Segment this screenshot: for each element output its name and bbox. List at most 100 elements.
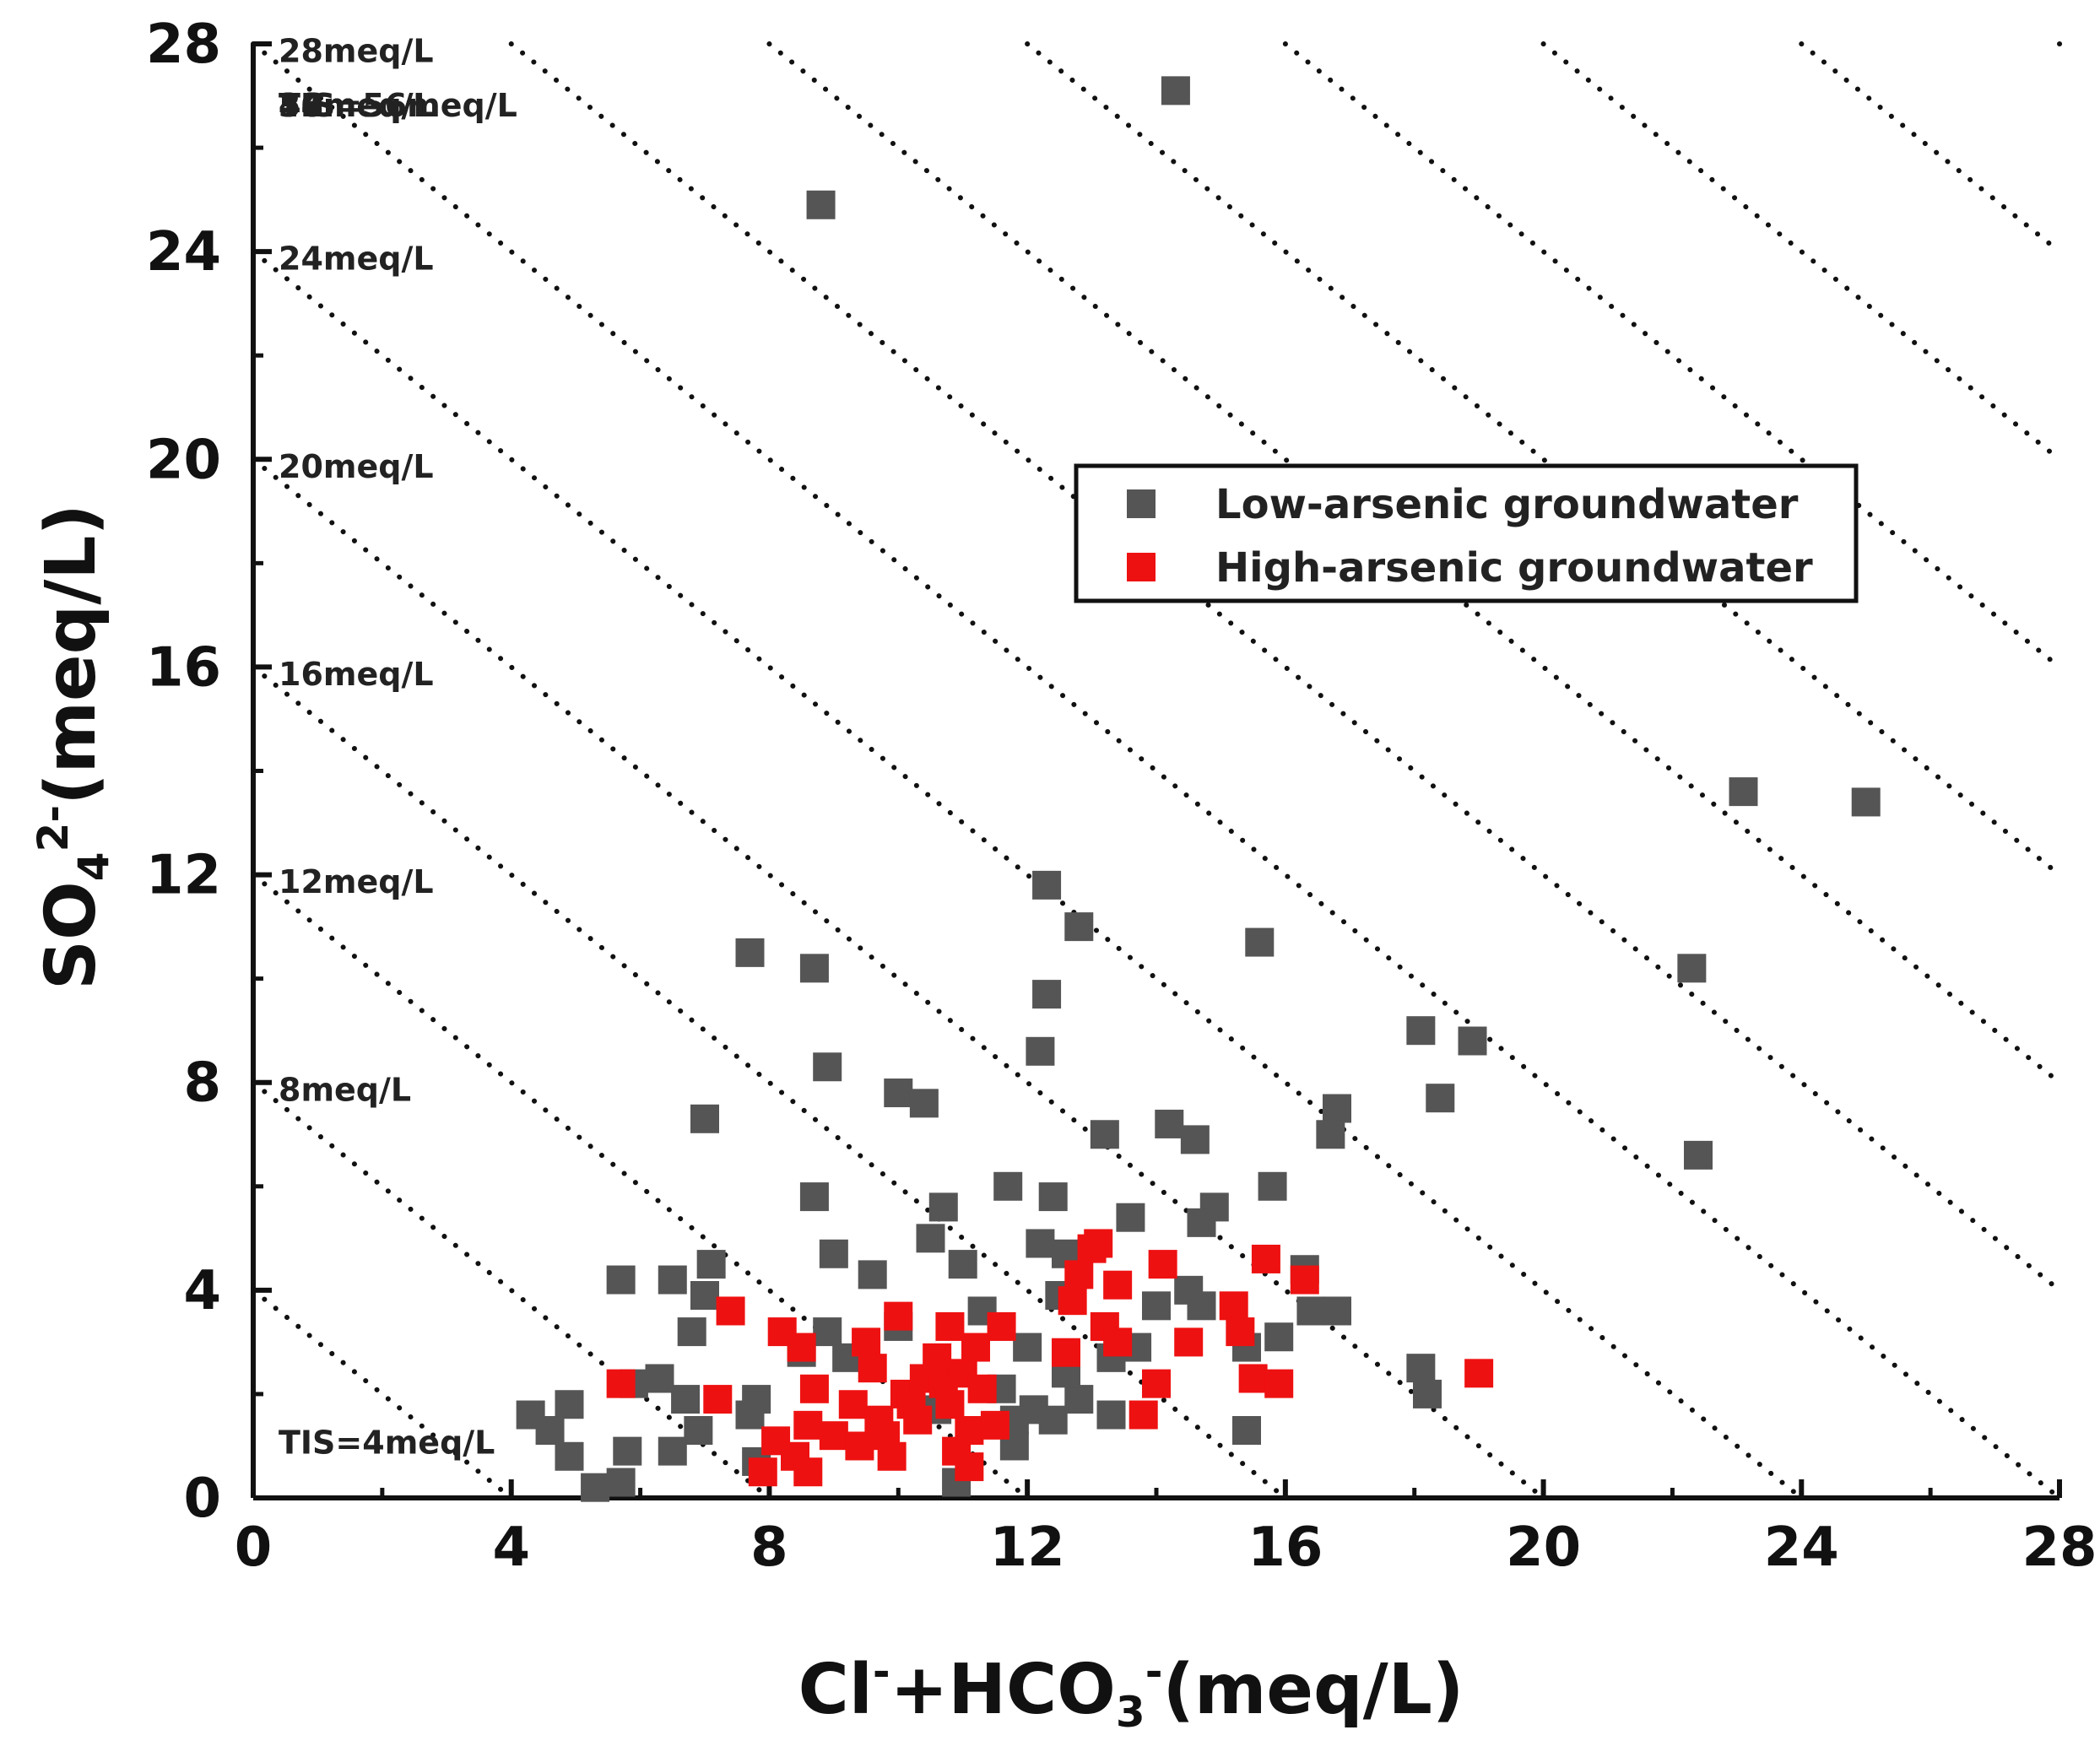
tis-line-4 xyxy=(251,1287,514,1500)
tis-line-52 xyxy=(1799,41,2062,255)
point-high-arsenic-34 xyxy=(980,1410,1009,1440)
point-low-arsenic-10 xyxy=(1032,980,1062,1009)
point-high-arsenic-45 xyxy=(1142,1369,1171,1398)
x-tick-label-0: 0 xyxy=(235,1516,273,1579)
y-tick-label-4: 4 xyxy=(183,1260,221,1322)
y-tick-label-24: 24 xyxy=(146,221,221,284)
point-high-arsenic-35 xyxy=(987,1311,1016,1341)
point-low-arsenic-23 xyxy=(1426,1084,1455,1113)
point-low-arsenic-41 xyxy=(606,1265,636,1295)
tis-reference-lines xyxy=(251,41,2062,1500)
tis-label-20: 20meq/L xyxy=(279,448,434,485)
point-low-arsenic-16 xyxy=(909,1089,939,1118)
point-high-arsenic-40 xyxy=(1084,1229,1113,1258)
point-low-arsenic-80 xyxy=(613,1436,642,1466)
point-low-arsenic-7 xyxy=(1064,912,1094,942)
point-low-arsenic-27 xyxy=(1258,1171,1287,1201)
y-axis-title: SO42-(meq/L) xyxy=(29,504,118,990)
point-low-arsenic-33 xyxy=(916,1224,945,1253)
point-low-arsenic-28 xyxy=(799,1182,829,1212)
point-high-arsenic-13 xyxy=(845,1431,874,1461)
point-low-arsenic-48 xyxy=(1296,1296,1326,1326)
point-low-arsenic-6 xyxy=(1032,870,1062,900)
point-high-arsenic-38 xyxy=(1064,1260,1094,1289)
point-low-arsenic-52 xyxy=(813,1317,842,1347)
point-low-arsenic-29 xyxy=(928,1192,958,1222)
point-low-arsenic-76 xyxy=(555,1390,584,1419)
point-low-arsenic-34 xyxy=(1026,1229,1055,1258)
tis-line-28 xyxy=(251,41,2062,1500)
point-high-arsenic-19 xyxy=(884,1301,913,1331)
point-low-arsenic-88 xyxy=(735,1400,765,1430)
point-low-arsenic-77 xyxy=(535,1416,565,1446)
point-high-arsenic-22 xyxy=(903,1405,933,1435)
tis-label-44: 44meq/L xyxy=(279,87,434,124)
point-high-arsenic-47 xyxy=(1174,1327,1204,1357)
point-high-arsenic-26 xyxy=(935,1311,965,1341)
x-tick-label-8: 8 xyxy=(750,1516,788,1579)
tis-label-24: 24meq/L xyxy=(279,241,434,278)
legend-label-high-arsenic: High-arsenic groundwater xyxy=(1215,544,1813,592)
point-low-arsenic-5 xyxy=(1677,954,1707,983)
point-low-arsenic-30 xyxy=(1116,1203,1145,1232)
tis-label-16: 16meq/L xyxy=(279,656,434,693)
point-low-arsenic-79 xyxy=(684,1416,713,1446)
point-low-arsenic-8 xyxy=(735,938,765,967)
point-low-arsenic-36 xyxy=(948,1250,977,1279)
point-low-arsenic-60 xyxy=(1264,1322,1294,1352)
point-low-arsenic-78 xyxy=(671,1385,701,1414)
y-tick-label-0: 0 xyxy=(183,1468,221,1530)
point-high-arsenic-52 xyxy=(1264,1369,1294,1398)
tis-label-40: 40meq/L xyxy=(279,87,434,124)
point-low-arsenic-0 xyxy=(1161,76,1190,105)
point-low-arsenic-38 xyxy=(858,1260,887,1289)
tis-line-36 xyxy=(766,41,2062,1085)
legend-marker-low-arsenic xyxy=(1127,489,1156,518)
point-high-arsenic-2 xyxy=(716,1296,745,1326)
point-low-arsenic-24 xyxy=(1684,1140,1713,1170)
point-low-arsenic-21 xyxy=(1323,1094,1351,1123)
point-high-arsenic-43 xyxy=(1103,1327,1133,1357)
point-low-arsenic-32 xyxy=(1187,1208,1216,1237)
point-low-arsenic-22 xyxy=(1316,1120,1345,1149)
point-high-arsenic-33 xyxy=(967,1374,997,1403)
point-low-arsenic-49 xyxy=(1323,1296,1351,1326)
data-points xyxy=(516,76,1881,1502)
point-high-arsenic-37 xyxy=(1058,1286,1087,1316)
point-low-arsenic-18 xyxy=(1155,1109,1184,1138)
point-low-arsenic-11 xyxy=(1026,1036,1055,1066)
point-high-arsenic-10 xyxy=(748,1457,777,1487)
y-tick-label-20: 20 xyxy=(146,429,221,491)
tis-line-24 xyxy=(251,249,1805,1500)
point-low-arsenic-14 xyxy=(813,1052,842,1082)
point-low-arsenic-12 xyxy=(1406,1016,1436,1046)
point-high-arsenic-30 xyxy=(955,1416,984,1446)
tis-line-48 xyxy=(1540,41,2062,462)
x-title-sup2: - xyxy=(1145,1647,1163,1696)
tis-label-4: TIS=4meq/L xyxy=(279,1425,495,1462)
tis-label-36: 36meq/L xyxy=(279,87,434,124)
point-low-arsenic-25 xyxy=(993,1171,1023,1201)
tis-label-28: 28meq/L xyxy=(279,33,434,70)
point-low-arsenic-42 xyxy=(690,1281,719,1311)
y-axis-ticks: 0 4 8 12 16 20 24 28 xyxy=(146,14,272,1530)
x-title-hco: +HCO xyxy=(890,1650,1116,1730)
y-tick-label-16: 16 xyxy=(146,636,221,699)
legend-label-low-arsenic: Low-arsenic groundwater xyxy=(1215,481,1799,528)
y-title-so: SO xyxy=(31,881,111,990)
x-title-cl: Cl xyxy=(798,1650,873,1730)
point-low-arsenic-69 xyxy=(1064,1385,1094,1414)
tis-line-16 xyxy=(251,664,1288,1500)
point-low-arsenic-44 xyxy=(1142,1291,1171,1321)
point-low-arsenic-13 xyxy=(1458,1026,1487,1056)
point-high-arsenic-42 xyxy=(1103,1270,1133,1300)
tis-label-8: 8meq/L xyxy=(279,1071,411,1108)
point-low-arsenic-37 xyxy=(819,1239,848,1268)
tis-label-12: 12meq/L xyxy=(279,863,434,900)
point-low-arsenic-53 xyxy=(677,1317,706,1347)
point-low-arsenic-15 xyxy=(884,1079,913,1108)
point-low-arsenic-4 xyxy=(1245,927,1275,957)
point-high-arsenic-4 xyxy=(787,1333,816,1362)
point-high-arsenic-12 xyxy=(838,1390,868,1419)
